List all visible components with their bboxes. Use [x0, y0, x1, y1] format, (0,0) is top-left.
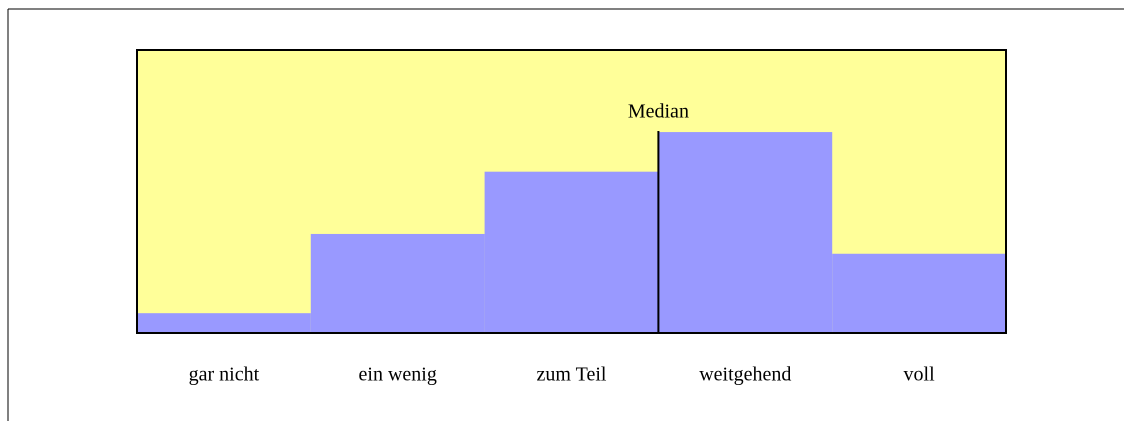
median-label: Median — [628, 101, 689, 123]
x-tick-label: zum Teil — [537, 364, 607, 386]
x-tick-label: gar nicht — [189, 364, 260, 386]
plot-border — [136, 49, 1007, 334]
bar — [137, 313, 311, 333]
bar — [658, 132, 833, 333]
x-tick-label: voll — [904, 364, 936, 386]
x-tick-label: ein wenig — [359, 364, 437, 386]
bar — [832, 253, 1006, 333]
bar — [484, 171, 659, 333]
x-tick-label: weitgehend — [699, 364, 791, 386]
bar — [310, 233, 485, 333]
